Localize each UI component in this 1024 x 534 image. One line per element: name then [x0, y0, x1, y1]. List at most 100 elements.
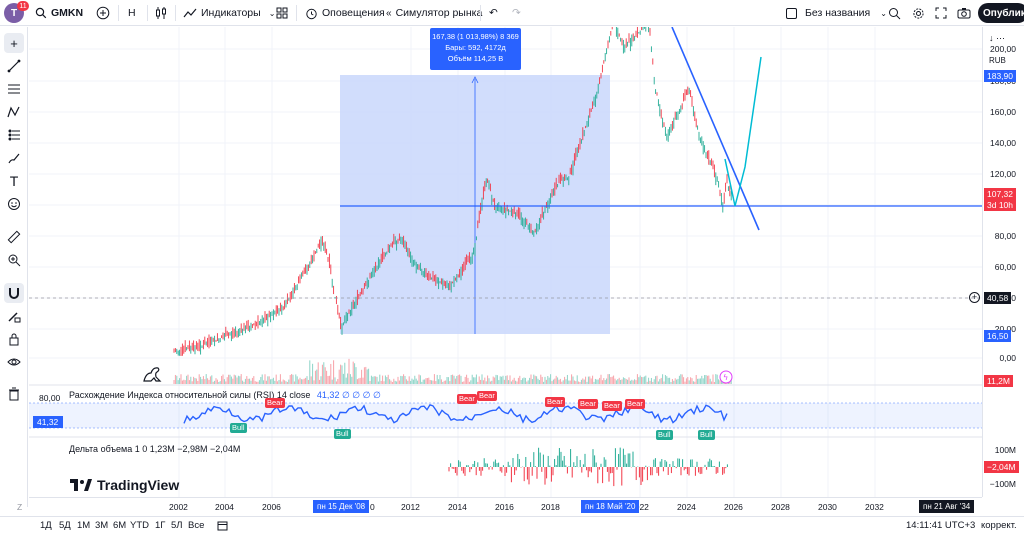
- pattern-tool[interactable]: [4, 102, 24, 122]
- range-button[interactable]: 1М: [77, 520, 91, 531]
- layout-name-button[interactable]: Без названия ⌄: [786, 4, 887, 22]
- rsi-title[interactable]: Расхождение Индекса относительной силы (…: [69, 390, 381, 401]
- gear-icon: [913, 7, 924, 19]
- range-button[interactable]: 6М: [113, 520, 127, 531]
- rsi-values: 41,32 ∅ ∅ ∅ ∅: [316, 390, 381, 400]
- tv-logo-icon: [70, 479, 92, 491]
- fib-lines-icon: [8, 84, 20, 94]
- price-axis[interactable]: ↓ ⋯ RUB 200,00180,00160,00140,00120,0010…: [982, 27, 1024, 497]
- lightning-icon[interactable]: [719, 370, 733, 384]
- indicators-label: Индикаторы: [201, 7, 261, 19]
- lock-tool[interactable]: [4, 329, 24, 349]
- smiley-icon: [8, 198, 20, 210]
- zoom-tool[interactable]: [4, 250, 24, 270]
- lock-drawings-tool[interactable]: [4, 306, 24, 326]
- magnet-tool[interactable]: [4, 283, 24, 303]
- chevron-down-icon: ⌄: [880, 8, 887, 18]
- rsi-band: [29, 403, 982, 428]
- zoom-in-icon: [8, 254, 21, 267]
- crosshair-price-label: 40,58: [984, 292, 1012, 304]
- bear-tag: Bear: [578, 399, 598, 409]
- square-icon: [786, 7, 797, 19]
- plus-circle-icon: [96, 6, 110, 20]
- undo-button[interactable]: ↶: [489, 4, 498, 22]
- prediction-tool[interactable]: [4, 125, 24, 145]
- bull-tag: Bull: [698, 430, 715, 440]
- pattern-icon: [7, 106, 20, 118]
- grid-icon: [276, 7, 288, 19]
- delta-tick-bottom: −100M: [989, 479, 1016, 489]
- settings-button[interactable]: [912, 4, 925, 22]
- snapshot-button[interactable]: [957, 4, 971, 22]
- delta-title[interactable]: Дельта объема 1 0 1,23М −2,98М −2,04М: [69, 444, 241, 454]
- replay-button[interactable]: « Симулятор рынка: [386, 4, 482, 22]
- price-tick: 60,00: [994, 262, 1016, 272]
- clock[interactable]: 14:11:41 UTC+3: [906, 520, 976, 531]
- brand-name: TradingView: [97, 477, 180, 493]
- range-button[interactable]: 3М: [95, 520, 109, 531]
- volume-label: 11,2M: [984, 375, 1013, 387]
- range-button[interactable]: 5Д: [59, 520, 71, 531]
- bear-tag: Bear: [457, 394, 477, 404]
- compare-button[interactable]: [96, 4, 110, 22]
- brush-tool[interactable]: [4, 148, 24, 168]
- delta-current-label: −2,04M: [984, 461, 1019, 473]
- delta-tick-top: 100M: [994, 445, 1016, 455]
- year-tick: 2016: [495, 502, 514, 512]
- price-candles: [173, 27, 732, 357]
- interval-button[interactable]: Н: [128, 7, 136, 19]
- chart-type-button[interactable]: [155, 4, 167, 22]
- crosshair-date-label: пн 21 Авг '34: [919, 500, 975, 513]
- range-start-label: пн 15 Дек '08: [313, 500, 370, 513]
- crosshair-tool[interactable]: +: [4, 33, 24, 53]
- range-button[interactable]: 1Г: [155, 520, 166, 531]
- time-axis[interactable]: Z 2002 2004 2006 2012 2014 2016 2018 2022 2024 20…: [17, 497, 982, 513]
- price-tick: 0,00: [999, 353, 1016, 363]
- date-range-button[interactable]: [217, 520, 228, 534]
- year-tick: 2024: [677, 502, 696, 512]
- redo-button[interactable]: ↷: [512, 4, 521, 22]
- tooltip-change: 167,38 (1 013,98%) 8 369: [432, 32, 519, 41]
- symbol-search[interactable]: GMKN: [35, 4, 83, 22]
- quick-search-icon: [889, 7, 901, 19]
- templates-button[interactable]: [276, 4, 288, 22]
- range-button[interactable]: 5Л: [171, 520, 183, 531]
- bear-tag: Bear: [625, 399, 645, 409]
- indicators-button[interactable]: Индикаторы ⌄: [183, 4, 275, 22]
- timezone-icon[interactable]: Z: [17, 502, 23, 512]
- year-partial: 0: [370, 502, 375, 512]
- quick-search-button[interactable]: [888, 4, 901, 22]
- price-tick: 20,00: [994, 324, 1016, 334]
- text-tool[interactable]: T: [4, 171, 24, 191]
- alerts-label: Оповещения: [322, 7, 385, 19]
- range-button[interactable]: Все: [188, 520, 205, 531]
- price-tick: 200,00: [990, 44, 1016, 54]
- trendline-tool[interactable]: [4, 56, 24, 76]
- range-end-label: пн 18 Май '20: [581, 500, 640, 513]
- publish-button[interactable]: Опублико: [978, 3, 1024, 23]
- ruler-tool[interactable]: [4, 227, 24, 247]
- price-tick: 80,00: [994, 231, 1016, 241]
- adjust-button[interactable]: коррект.: [981, 520, 1017, 531]
- bear-tag: Bear: [477, 391, 497, 401]
- add-alert-icon[interactable]: +: [969, 292, 980, 303]
- currency-label[interactable]: RUB: [989, 56, 1006, 65]
- ruler-icon: [7, 230, 21, 244]
- low-price-label: 16,50: [984, 330, 1012, 342]
- range-button[interactable]: YTD: [130, 520, 149, 531]
- trash-icon: [9, 387, 19, 401]
- delta-volume-bars: [448, 447, 728, 487]
- emoji-tool[interactable]: [4, 194, 24, 214]
- delete-drawings-tool[interactable]: [4, 384, 24, 404]
- price-chart[interactable]: ϟ: [29, 27, 982, 497]
- hide-drawings-tool[interactable]: [4, 352, 24, 372]
- axis-menu-icon[interactable]: ↓ ⋯: [989, 33, 1006, 43]
- fullscreen-button[interactable]: [935, 4, 947, 22]
- fib-tool[interactable]: [4, 79, 24, 99]
- price-tick: 140,00: [990, 138, 1016, 148]
- rsi-current-label: 41,32: [33, 416, 63, 428]
- alerts-button[interactable]: Оповещения: [305, 4, 385, 22]
- range-button[interactable]: 1Д: [40, 520, 52, 531]
- lock-icon: [9, 333, 19, 346]
- chevron-down-icon: ⌄: [268, 8, 276, 18]
